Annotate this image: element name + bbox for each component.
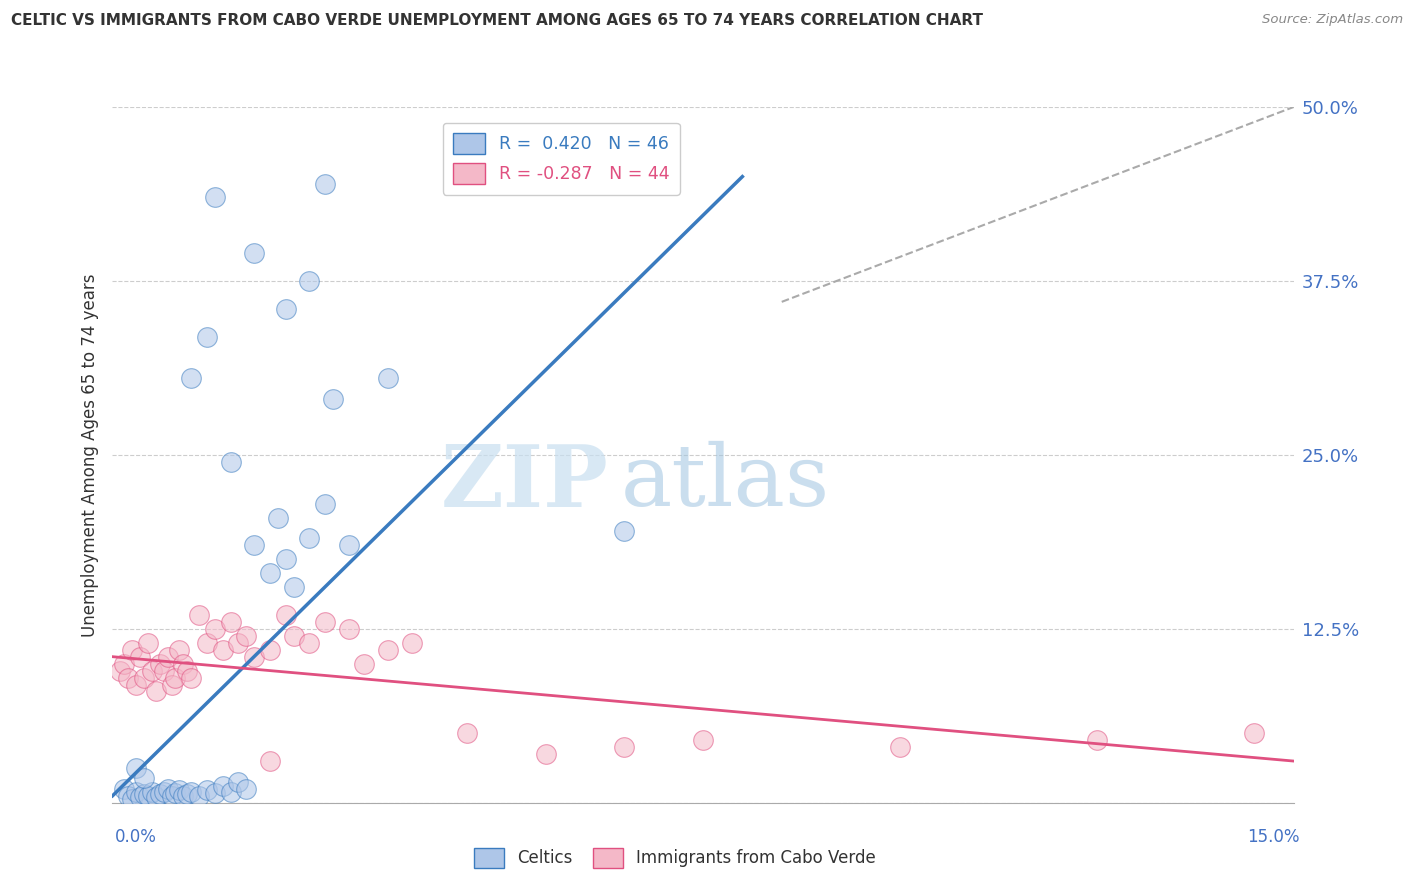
Point bbox=[401, 636, 423, 650]
Point bbox=[337, 622, 360, 636]
Point bbox=[176, 788, 198, 802]
Point bbox=[165, 786, 187, 800]
Point bbox=[219, 455, 242, 469]
Point bbox=[145, 684, 167, 698]
Point bbox=[204, 786, 226, 800]
Point bbox=[1243, 726, 1265, 740]
Point bbox=[314, 497, 336, 511]
Point bbox=[172, 657, 194, 671]
Point bbox=[125, 677, 148, 691]
Y-axis label: Unemployment Among Ages 65 to 74 years: Unemployment Among Ages 65 to 74 years bbox=[80, 273, 98, 637]
Point bbox=[298, 636, 321, 650]
Point bbox=[219, 785, 242, 799]
Point bbox=[121, 791, 143, 805]
Point bbox=[169, 642, 191, 657]
Point bbox=[136, 636, 159, 650]
Point bbox=[322, 392, 344, 407]
Point bbox=[259, 566, 281, 581]
Point bbox=[117, 671, 139, 685]
Point bbox=[235, 781, 257, 796]
Point bbox=[692, 733, 714, 747]
Point bbox=[132, 771, 155, 785]
Point bbox=[165, 671, 187, 685]
Point bbox=[156, 649, 179, 664]
Point bbox=[211, 779, 233, 793]
Point bbox=[141, 664, 163, 678]
Point bbox=[172, 789, 194, 803]
Point bbox=[129, 649, 152, 664]
Point bbox=[169, 783, 191, 797]
Point bbox=[125, 761, 148, 775]
Point bbox=[149, 657, 172, 671]
Point bbox=[228, 775, 250, 789]
Point bbox=[337, 538, 360, 552]
Point bbox=[283, 580, 305, 594]
Point bbox=[243, 246, 266, 260]
Legend: R =  0.420   N = 46, R = -0.287   N = 44: R = 0.420 N = 46, R = -0.287 N = 44 bbox=[443, 123, 679, 194]
Point bbox=[534, 747, 557, 761]
Point bbox=[180, 785, 202, 799]
Point bbox=[195, 329, 218, 343]
Point bbox=[188, 607, 211, 622]
Point bbox=[145, 790, 167, 805]
Point bbox=[274, 607, 297, 622]
Point bbox=[125, 785, 148, 799]
Point bbox=[353, 657, 375, 671]
Point bbox=[176, 664, 198, 678]
Point bbox=[180, 371, 202, 385]
Point bbox=[152, 664, 174, 678]
Point bbox=[259, 754, 281, 768]
Point bbox=[132, 671, 155, 685]
Point bbox=[117, 789, 139, 803]
Point bbox=[149, 788, 172, 802]
Text: 0.0%: 0.0% bbox=[115, 828, 157, 846]
Point bbox=[259, 642, 281, 657]
Point bbox=[274, 301, 297, 316]
Point bbox=[283, 629, 305, 643]
Point bbox=[274, 552, 297, 566]
Point bbox=[141, 785, 163, 799]
Point bbox=[195, 636, 218, 650]
Point bbox=[204, 622, 226, 636]
Point bbox=[219, 615, 242, 629]
Point bbox=[211, 642, 233, 657]
Point bbox=[121, 642, 143, 657]
Point bbox=[456, 726, 478, 740]
Point bbox=[195, 783, 218, 797]
Text: 15.0%: 15.0% bbox=[1247, 828, 1299, 846]
Point bbox=[112, 657, 135, 671]
Point bbox=[243, 538, 266, 552]
Point bbox=[110, 664, 132, 678]
Point bbox=[1085, 733, 1108, 747]
Text: ZIP: ZIP bbox=[440, 441, 609, 524]
Text: CELTIC VS IMMIGRANTS FROM CABO VERDE UNEMPLOYMENT AMONG AGES 65 TO 74 YEARS CORR: CELTIC VS IMMIGRANTS FROM CABO VERDE UNE… bbox=[11, 13, 983, 29]
Point bbox=[314, 177, 336, 191]
Point bbox=[377, 371, 399, 385]
Point bbox=[228, 636, 250, 650]
Point bbox=[235, 629, 257, 643]
Point bbox=[267, 510, 290, 524]
Point bbox=[152, 785, 174, 799]
Point bbox=[314, 615, 336, 629]
Text: Source: ZipAtlas.com: Source: ZipAtlas.com bbox=[1263, 13, 1403, 27]
Point bbox=[188, 789, 211, 803]
Point bbox=[132, 788, 155, 802]
Point bbox=[112, 781, 135, 796]
Point bbox=[160, 677, 183, 691]
Point bbox=[298, 532, 321, 546]
Point bbox=[613, 524, 636, 539]
Point bbox=[613, 740, 636, 755]
Point bbox=[298, 274, 321, 288]
Point bbox=[136, 789, 159, 803]
Point bbox=[889, 740, 911, 755]
Point bbox=[243, 649, 266, 664]
Point bbox=[377, 642, 399, 657]
Legend: Celtics, Immigrants from Cabo Verde: Celtics, Immigrants from Cabo Verde bbox=[467, 841, 883, 875]
Point bbox=[156, 781, 179, 796]
Point bbox=[129, 790, 152, 805]
Text: atlas: atlas bbox=[620, 442, 830, 524]
Point bbox=[204, 190, 226, 204]
Point bbox=[160, 789, 183, 803]
Point bbox=[180, 671, 202, 685]
